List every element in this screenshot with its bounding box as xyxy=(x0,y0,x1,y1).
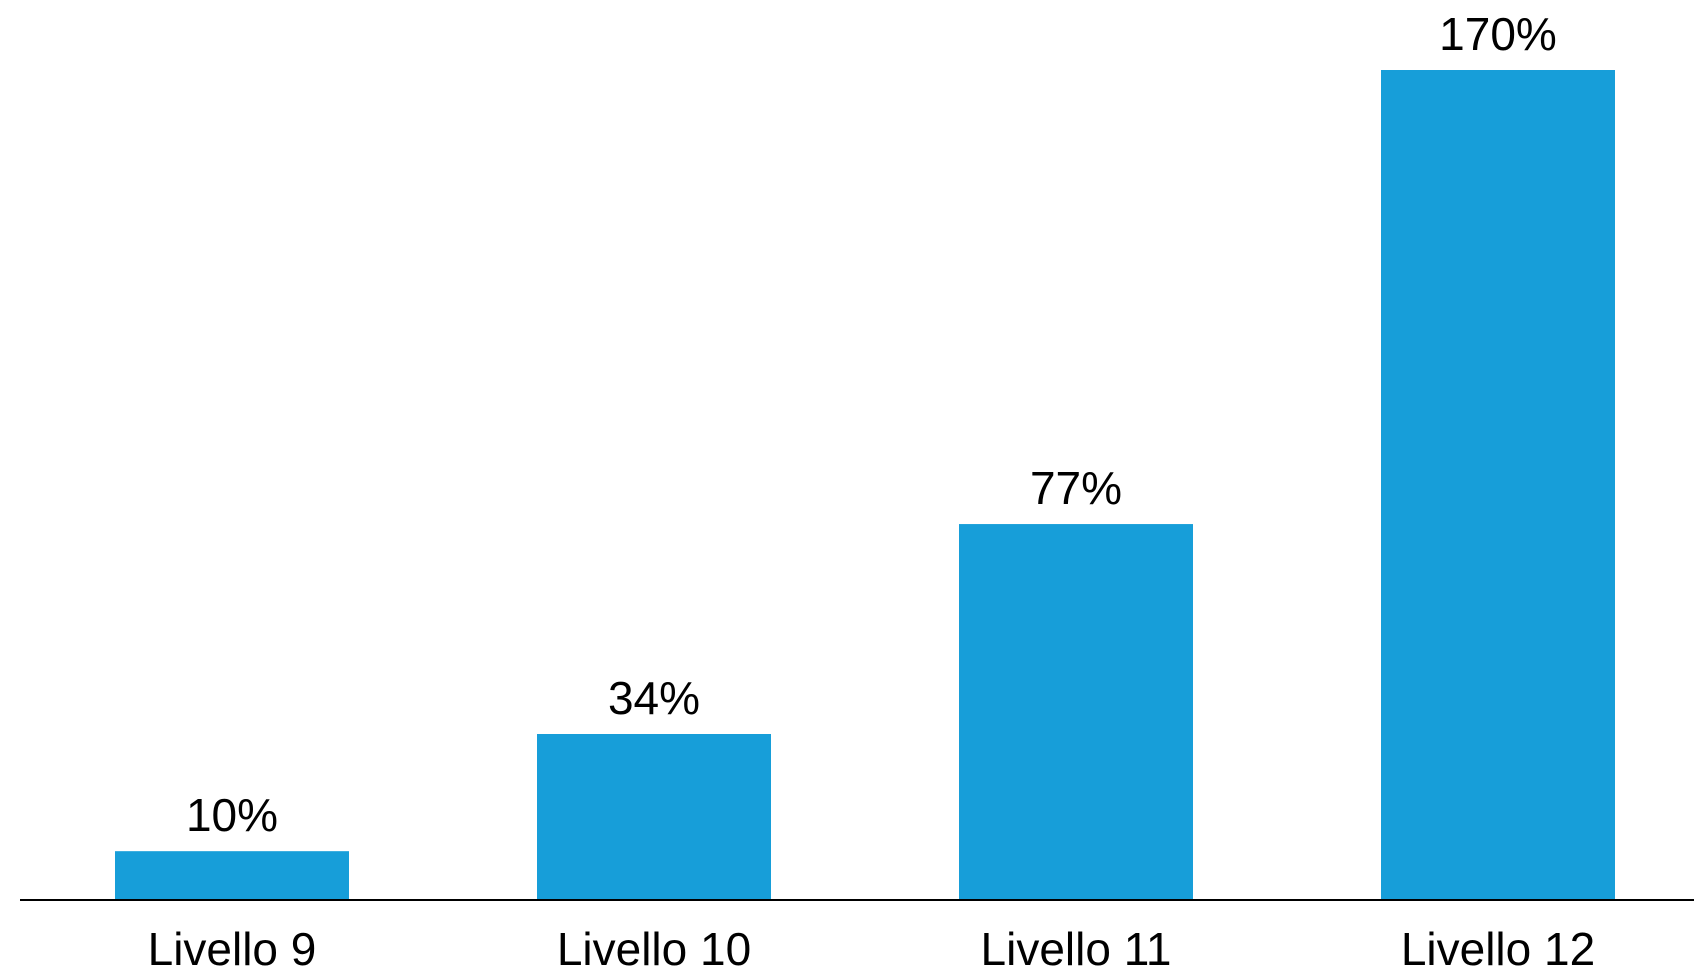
bar-4 xyxy=(1381,70,1615,900)
bars-group xyxy=(115,70,1615,900)
x-tick-label-4: Livello 12 xyxy=(1401,923,1595,975)
data-label-1: 10% xyxy=(186,789,278,841)
bar-3 xyxy=(959,524,1193,900)
data-label-2: 34% xyxy=(608,672,700,724)
x-tick-labels-group: Livello 9 Livello 10 Livello 11 Livello 12 xyxy=(148,923,1596,975)
data-label-4: 170% xyxy=(1439,8,1557,60)
x-tick-label-1: Livello 9 xyxy=(148,923,317,975)
data-labels-group: 10% 34% 77% 170% xyxy=(186,8,1557,841)
x-tick-label-3: Livello 11 xyxy=(981,923,1172,975)
x-tick-label-2: Livello 10 xyxy=(557,923,751,975)
bar-1 xyxy=(115,851,349,900)
data-label-3: 77% xyxy=(1030,462,1122,514)
bar-2 xyxy=(537,734,771,900)
